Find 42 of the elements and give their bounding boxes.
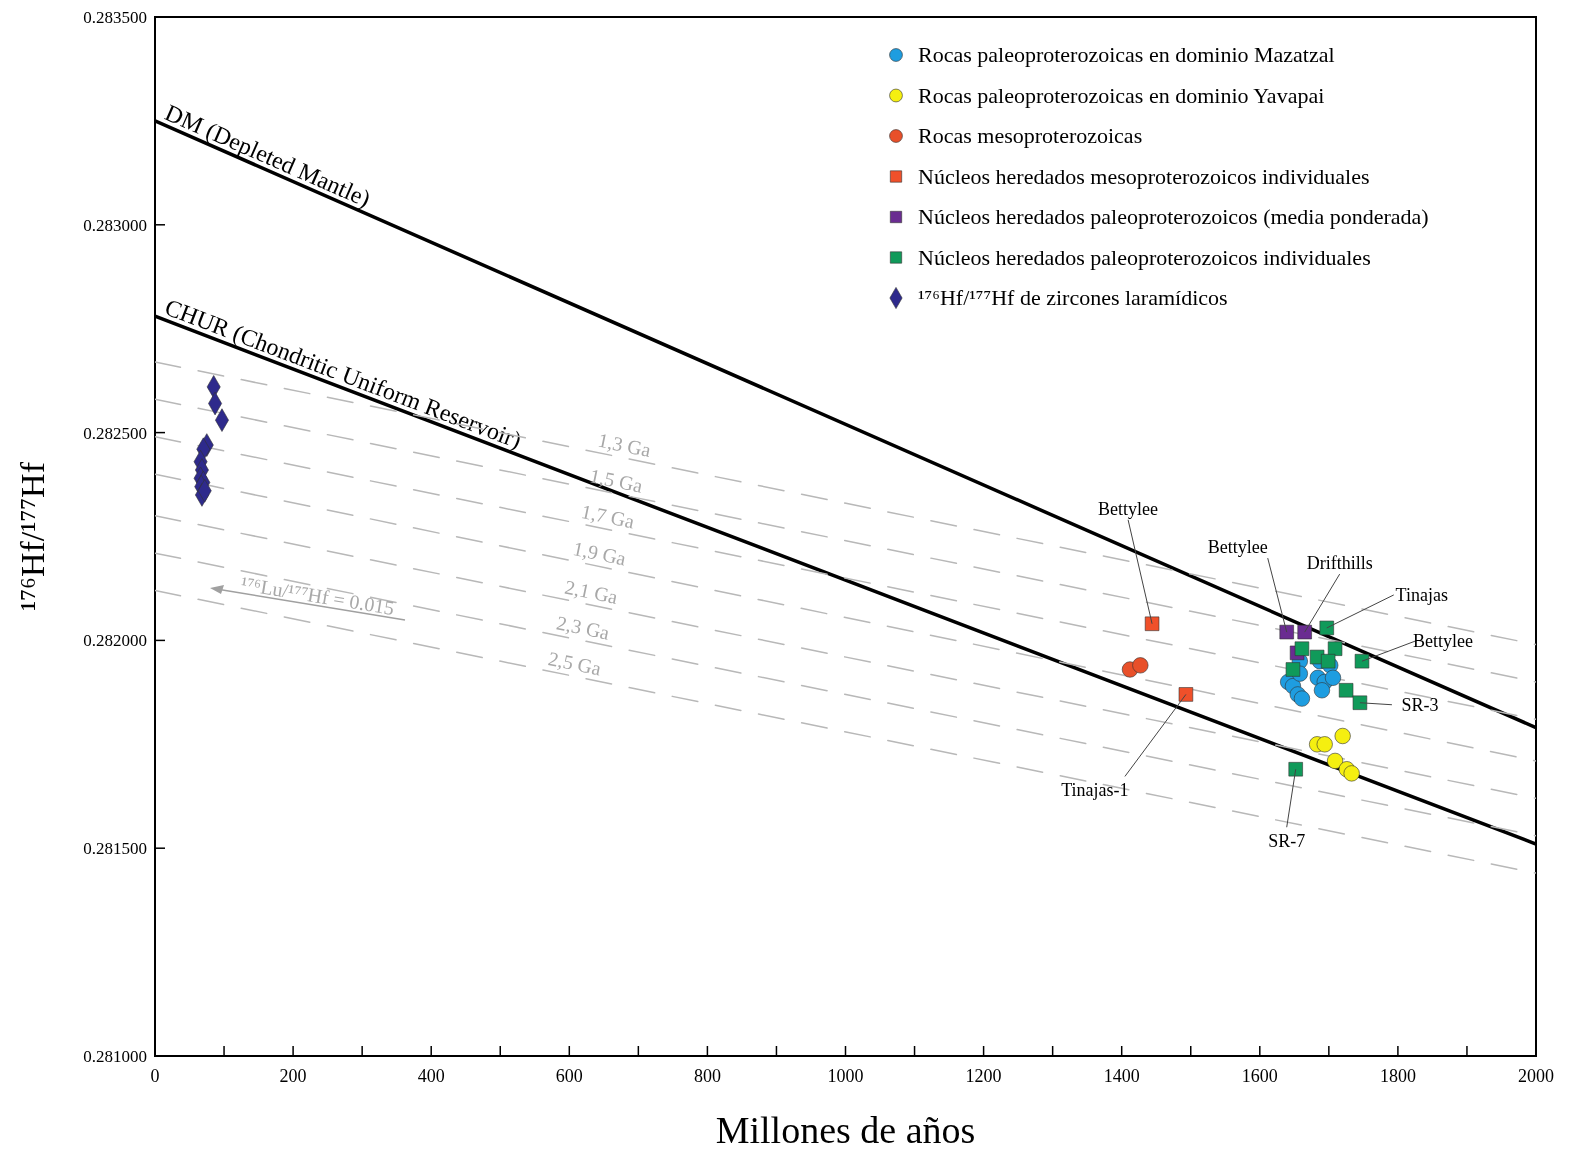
x-tick-label: 800 [693, 1066, 721, 1086]
legend-label: Núcleos heredados paleoproterozoicos (media ponderada) [918, 204, 1429, 229]
legend-label: Núcleos heredados paleoproterozoicos individuales [918, 244, 1371, 270]
x-tick-label: 1200 [965, 1066, 1002, 1086]
x-tick-label: 1600 [1241, 1066, 1278, 1086]
y-axis-title: ¹⁷⁶Hf/¹⁷⁷Hf [14, 461, 51, 611]
text: 1,5 Ga [587, 464, 645, 497]
text: 2,3 Ga [554, 611, 612, 644]
x-tick-label: 1800 [1379, 1066, 1416, 1086]
y-tick-label: 0.281000 [83, 1047, 147, 1066]
legend-label: Rocas mesoproterozoicas [918, 123, 1143, 148]
x-tick-label: 2000 [1518, 1066, 1554, 1086]
annotation: Bettylee [1413, 631, 1473, 652]
legend-label: Rocas paleoproterozoicas en dominio Mazatzal [918, 42, 1335, 67]
legend-label: ¹⁷⁶Hf/¹⁷⁷Hf de zircones laramídicos [918, 285, 1228, 310]
annotation: Bettylee [1098, 498, 1159, 519]
annotation: Drifthills [1306, 553, 1373, 574]
text: 2,1 Ga [562, 575, 620, 609]
text: 2,5 Ga [546, 647, 604, 680]
annotation: Tinajas [1395, 584, 1448, 605]
annotation: SR-3 [1401, 694, 1439, 715]
text: 1,3 Ga [596, 428, 653, 462]
annotation: SR-7 [1268, 831, 1306, 852]
y-tick-label: 0.281500 [83, 839, 147, 859]
text: 1,7 Ga [579, 500, 637, 533]
text: 1,9 Ga [571, 537, 629, 570]
x-tick-label: 600 [555, 1066, 583, 1086]
annotation: ¹⁷⁶Lu/¹⁷⁷Hf = 0.015 [239, 572, 396, 620]
legend-label: Rocas paleoproterozoicas en dominio Yavapai [918, 82, 1325, 108]
y-tick-label: 0.282000 [83, 631, 147, 651]
annotation: Tinajas-1 [1061, 780, 1129, 801]
x-tick-label: 1000 [827, 1066, 864, 1086]
x-tick-label: 0 [150, 1066, 160, 1086]
y-tick-label: 0.283000 [83, 215, 147, 235]
legend-label: Núcleos heredados mesoproterozoicos individuales [918, 163, 1370, 189]
y-tick-label: 0.283500 [83, 8, 147, 27]
x-tick-label: 1400 [1103, 1066, 1140, 1086]
x-tick-label: 400 [417, 1066, 445, 1086]
annotation: Bettylee [1207, 537, 1268, 558]
y-tick-label: 0.282500 [83, 423, 147, 443]
x-axis-title: Millones de años [715, 1109, 976, 1151]
x-tick-label: 200 [279, 1066, 307, 1086]
